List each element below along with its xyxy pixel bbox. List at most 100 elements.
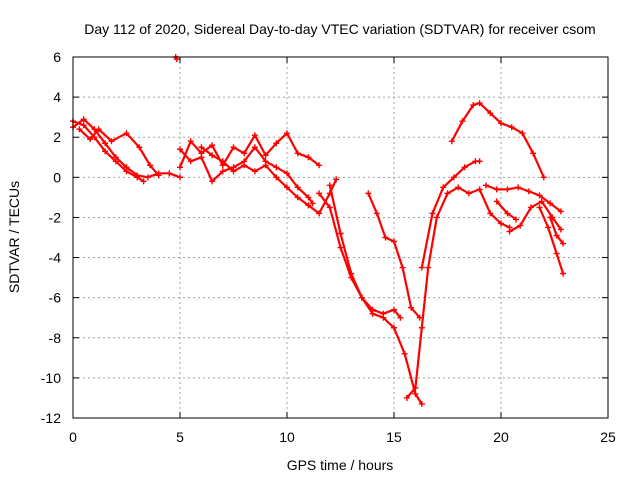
data-series-sat-i [326,182,404,321]
data-point [557,226,564,233]
data-point [284,170,290,177]
data-point [80,116,87,123]
data-point [536,204,543,211]
data-point [408,304,415,311]
data-point [429,210,436,217]
data-point [425,264,432,271]
data-point [440,184,447,191]
y-tick-label: -12 [41,410,61,426]
y-tick-label: 0 [53,169,61,185]
data-point [294,184,301,191]
data-point [504,186,511,193]
data-point [177,146,183,153]
data-layer [70,54,567,407]
data-series-line [200,146,338,215]
data-point [553,232,560,239]
data-point [262,152,269,159]
data-point [483,182,490,189]
data-series-line [71,120,145,183]
data-series-sat-q [536,204,567,277]
y-tick-label: -8 [49,330,62,346]
data-point [515,184,522,191]
data-point [309,200,316,207]
data-point [337,244,344,251]
data-point [177,174,183,181]
data-point [326,182,333,189]
data-point [416,314,423,321]
data-point [547,214,554,221]
data-point [476,158,483,165]
data-point [525,188,532,195]
data-point [147,162,154,169]
data-point [187,138,194,145]
data-point [273,174,280,181]
data-point [187,158,194,165]
y-tick-label: -4 [49,250,62,266]
data-point [455,184,462,191]
data-series-sat-o [493,198,519,223]
y-tick-label: 2 [53,129,61,145]
data-point [553,250,560,257]
plot-frame [72,56,609,419]
x-tick-label: 15 [386,429,402,445]
data-point [461,164,468,171]
data-point [112,154,119,161]
data-point [209,152,216,159]
data-point [369,306,376,313]
data-point [450,174,457,181]
data-point [487,110,494,117]
data-series-line [538,206,565,275]
data-point [87,136,94,143]
data-point [273,140,280,147]
data-series-sat-m [448,100,547,181]
data-point [262,162,269,169]
data-point [108,138,115,145]
y-tick-label: 4 [53,89,61,105]
data-point [219,158,226,165]
x-axis-label: GPS time / hours [287,457,394,473]
data-point [155,172,162,179]
data-point [102,140,109,147]
data-point [284,130,290,137]
data-point [284,184,290,191]
data-point [391,238,397,245]
data-point [76,126,83,133]
data-point [444,190,451,197]
data-point [391,306,397,313]
data-point [123,164,130,171]
data-point [397,314,404,321]
data-point [536,192,543,199]
data-series-sat-a [70,118,147,185]
data-series-sat-r [547,214,567,247]
data-point [506,228,513,235]
data-point [519,130,526,137]
data-point [399,264,406,271]
data-series-line [508,200,562,233]
data-point [348,270,355,277]
data-point [305,154,312,161]
x-tick-label: 20 [493,429,509,445]
data-point [177,164,183,171]
data-point [209,142,216,149]
chart-title: Day 112 of 2020, Sidereal Day-to-day VTE… [84,21,595,37]
data-point [333,176,340,183]
data-series-line [78,128,160,177]
data-point [487,210,494,217]
data-point [547,200,554,207]
data-point [305,194,312,201]
data-point [498,220,504,227]
y-tick-label: 6 [53,49,61,65]
data-point [373,210,380,217]
data-point [418,324,425,331]
data-point [530,150,537,157]
data-point [251,144,258,151]
data-point [418,264,425,271]
data-point [230,168,237,175]
data-point [241,150,248,157]
data-series-sat-k [403,184,513,401]
data-point [380,310,387,317]
data-point [470,102,477,109]
x-tick-label: 0 [69,429,77,445]
data-point [95,126,102,133]
